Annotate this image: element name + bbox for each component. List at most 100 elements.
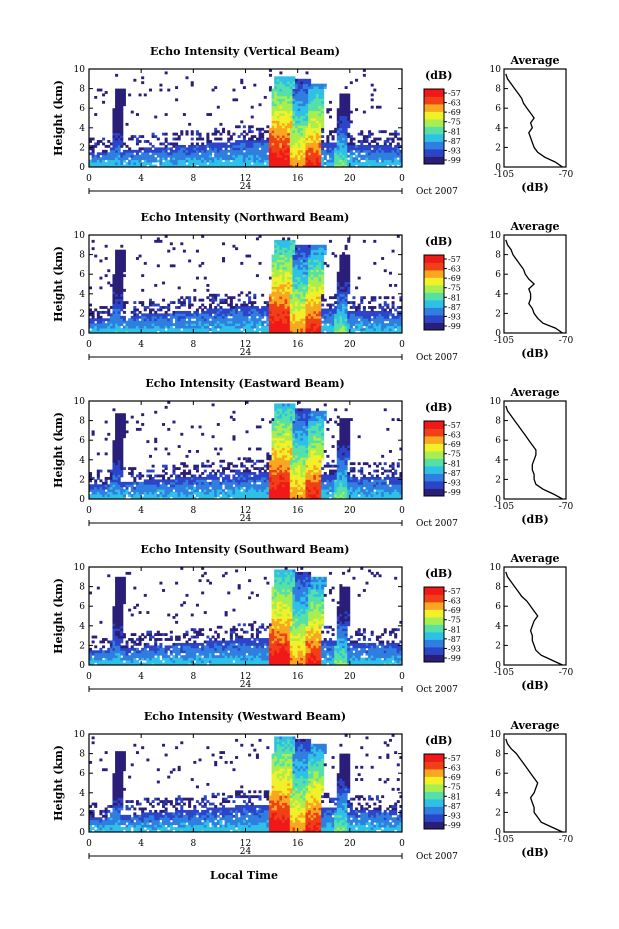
heatmap-cell — [344, 127, 348, 131]
heatmap-cell — [117, 306, 121, 309]
heatmap-cell — [315, 125, 319, 129]
heatmap-cell — [232, 313, 236, 317]
heatmap-cell — [141, 147, 145, 151]
heatmap-cell — [143, 491, 147, 495]
heatmap-cell — [276, 323, 280, 327]
heatmap-cell — [321, 120, 325, 124]
heatmap-cell — [235, 330, 239, 334]
heatmap-cell — [120, 113, 124, 116]
heatmap-cell — [120, 457, 124, 461]
heatmap-cell — [109, 152, 113, 156]
heatmap-cell — [302, 105, 306, 109]
heatmap-cell — [159, 162, 163, 165]
heatmap-cell — [227, 474, 231, 478]
heatmap-cell — [328, 306, 332, 309]
heatmap-cell — [117, 100, 121, 104]
heatmap-cell — [266, 149, 270, 153]
heatmap-cell — [130, 328, 134, 331]
heatmap-cell — [162, 481, 166, 485]
heatmap-cell — [172, 132, 176, 136]
heatmap-cell — [261, 140, 265, 143]
heatmap-cell — [274, 144, 278, 148]
heatmap-cell — [331, 325, 335, 329]
heatmap-cell — [292, 308, 296, 312]
heatmap-cell — [302, 88, 306, 92]
heatmap-cell — [344, 264, 348, 268]
heatmap-cell — [112, 298, 116, 302]
heatmap-cell — [305, 149, 309, 153]
heatmap-cell — [339, 98, 343, 102]
heatmap-cell — [102, 149, 106, 153]
heatmap-cell — [107, 484, 111, 488]
heatmap-cell — [347, 115, 351, 119]
heatmap-cell — [308, 269, 312, 273]
heatmap-cell — [271, 303, 275, 307]
average-x-tick-label: -70 — [559, 336, 574, 346]
heatmap-cell — [386, 318, 390, 322]
heatmap-cell — [370, 306, 374, 309]
heatmap-cell — [334, 306, 338, 309]
heatmap-cell — [297, 154, 301, 158]
heatmap-cell — [117, 462, 121, 466]
heatmap-cell — [315, 320, 319, 324]
average-y-tick-label: 4 — [495, 290, 501, 300]
heatmap-cell — [112, 325, 116, 329]
heatmap-cell — [349, 157, 353, 161]
heatmap-cell — [339, 162, 343, 165]
heatmap-cell — [203, 149, 207, 153]
heatmap-cell — [302, 149, 306, 153]
heatmap-cell — [344, 95, 348, 99]
heatmap-cell — [172, 137, 176, 141]
heatmap-cell — [362, 157, 366, 161]
average-y-tick-label: 0 — [495, 329, 501, 339]
heatmap-cell — [115, 323, 119, 327]
heatmap-cell — [266, 323, 270, 327]
heatmap-cell — [122, 318, 126, 322]
heatmap-cell — [245, 494, 249, 497]
heatmap-cell — [175, 310, 179, 314]
heatmap-cell — [172, 479, 176, 483]
heatmap-cell — [248, 125, 252, 129]
heatmap-cell — [133, 320, 137, 324]
heatmap-cell — [148, 154, 152, 158]
heatmap-cell — [237, 125, 241, 129]
heatmap-cell — [237, 320, 241, 324]
heatmap-cell — [331, 252, 335, 255]
heatmap-cell — [177, 310, 181, 314]
heatmap-cell — [115, 257, 119, 260]
heatmap-cell — [219, 464, 223, 468]
heatmap-cell — [271, 91, 275, 94]
heatmap-cell — [315, 318, 319, 322]
heatmap-cell — [276, 81, 280, 85]
heatmap-cell — [362, 69, 366, 72]
heatmap-cell — [154, 440, 158, 444]
heatmap-cell — [378, 149, 382, 153]
heatmap-cell — [276, 108, 280, 112]
heatmap-cell — [284, 276, 288, 280]
heatmap-cell — [237, 164, 241, 168]
heatmap-cell — [102, 494, 106, 497]
heatmap-cell — [117, 132, 121, 136]
heatmap-cell — [120, 432, 124, 436]
heatmap-cell — [370, 154, 374, 158]
heatmap-cell — [185, 325, 189, 329]
heatmap-cell — [235, 154, 239, 158]
heatmap-cell — [245, 157, 249, 161]
heatmap-cell — [208, 320, 212, 324]
heatmap-cell — [138, 484, 142, 488]
date-label: Oct 2007 — [416, 187, 458, 197]
heatmap-cell — [164, 113, 168, 116]
heatmap-cell — [211, 88, 215, 92]
heatmap-cell — [133, 467, 137, 470]
heatmap-cell — [388, 313, 392, 317]
heatmap-cell — [146, 320, 150, 324]
heatmap-cell — [167, 494, 171, 497]
heatmap-cell — [167, 318, 171, 322]
heatmap-cell — [208, 293, 212, 297]
heatmap-cell — [198, 306, 202, 309]
heatmap-cell — [112, 496, 116, 500]
heatmap-cell — [135, 315, 139, 319]
heatmap-cell — [156, 479, 160, 483]
heatmap-cell — [313, 313, 317, 317]
